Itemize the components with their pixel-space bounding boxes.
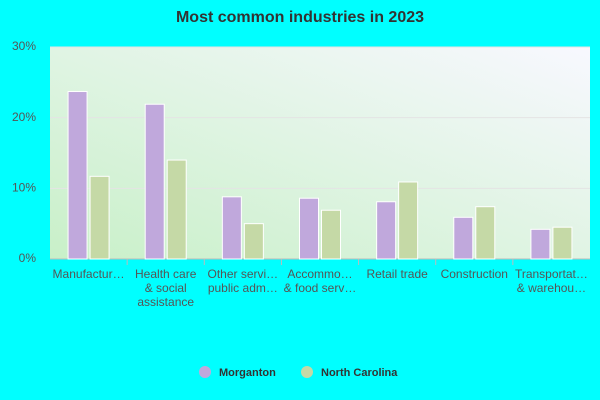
legend-label: North Carolina [321,367,398,379]
x-tick-label: Retail trade [366,267,428,281]
bar [89,175,110,260]
legend-swatch [199,366,211,378]
y-tick-label: 20% [12,110,36,124]
x-tick-label: Accommo… & food serv… [283,267,357,295]
bar [67,91,88,260]
bar [475,206,496,260]
chart-title: Most common industries in 2023 [176,9,424,26]
bar [398,181,419,260]
y-tick-label: 0% [19,251,37,265]
bar [552,226,573,260]
bar [299,197,319,260]
bar [376,201,397,260]
x-tick-label: Manufactur… [52,267,125,281]
x-tick-label: Transportat… & warehou… [514,267,588,295]
legend-label: Morganton [219,367,276,379]
x-tick-label: Construction [440,267,508,281]
bar [321,209,341,260]
y-tick-label: 10% [12,181,36,195]
x-tick-label: Health care & social assistance [135,267,197,309]
bar [221,196,242,260]
bar [166,159,187,260]
x-tick-label: Other servi… public adm… [207,267,279,295]
y-tick-label: 30% [12,39,36,53]
bar [243,223,264,260]
bar [530,228,551,260]
bar [144,103,165,260]
legend-swatch [301,366,313,378]
bar [453,216,474,260]
plot-area [50,47,590,259]
